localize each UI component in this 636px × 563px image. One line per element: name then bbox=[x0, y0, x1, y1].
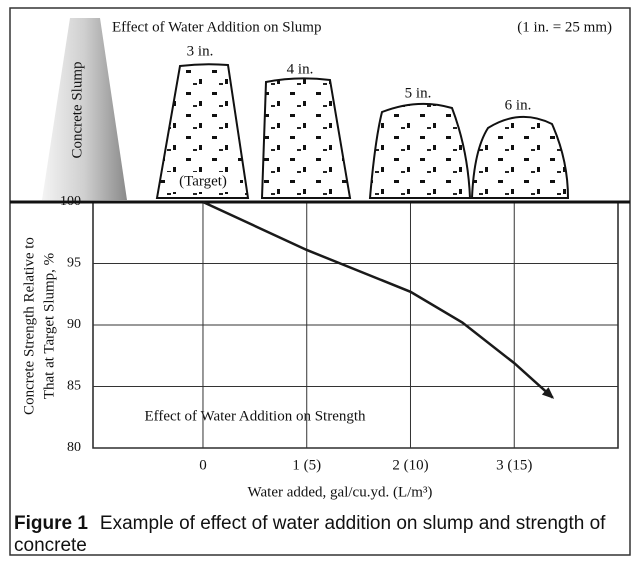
slump-cone bbox=[262, 78, 350, 198]
y-axis-label: Concrete Strength Relative to bbox=[21, 237, 37, 415]
slump-axis-label: Concrete Slump bbox=[69, 61, 85, 158]
target-label: (Target) bbox=[179, 173, 227, 189]
x-tick-label: 0 bbox=[199, 457, 207, 473]
chart: Concrete Slump Effect of Water Addition … bbox=[0, 0, 636, 563]
caption-label: Figure 1 bbox=[14, 513, 88, 534]
slump-label: 6 in. bbox=[505, 97, 532, 113]
y-tick-label: 95 bbox=[67, 256, 81, 271]
x-tick-label: 3 (15) bbox=[496, 457, 532, 473]
x-tick-label: 2 (10) bbox=[392, 457, 428, 473]
annotation: Effect of Water Addition on Strength bbox=[144, 408, 366, 424]
y-tick-label: 80 bbox=[67, 440, 81, 455]
y-tick-label: 90 bbox=[67, 317, 81, 332]
slump-label: 3 in. bbox=[187, 43, 214, 59]
slump-cone bbox=[472, 117, 568, 198]
slump-title: Effect of Water Addition on Slump bbox=[112, 19, 321, 35]
slump-label: 5 in. bbox=[405, 85, 432, 101]
slump-cone bbox=[370, 104, 470, 198]
caption-text: Example of effect of water addition on s… bbox=[14, 513, 605, 556]
x-axis-label: Water added, gal/cu.yd. (L/m³) bbox=[248, 484, 433, 500]
figure: Concrete Slump Effect of Water Addition … bbox=[0, 0, 636, 563]
slump-label: 4 in. bbox=[287, 61, 314, 77]
y-axis-label: That at Target Slump, % bbox=[41, 253, 57, 399]
data-line bbox=[203, 202, 553, 398]
y-tick-label: 85 bbox=[67, 379, 81, 394]
slump-note: (1 in. = 25 mm) bbox=[517, 19, 612, 35]
x-tick-label: 1 (5) bbox=[292, 457, 321, 473]
